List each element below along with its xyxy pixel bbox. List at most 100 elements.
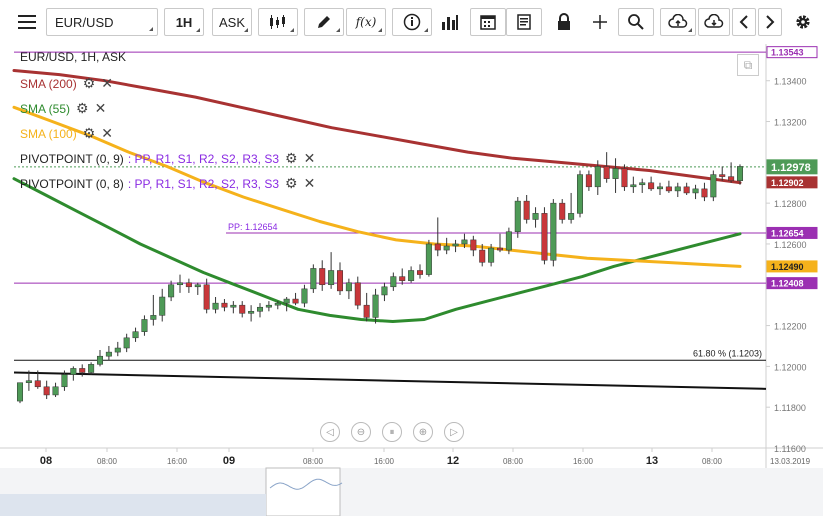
candle-body xyxy=(728,176,735,181)
chevron-right-icon xyxy=(766,15,775,29)
candle xyxy=(159,288,166,322)
nav-back-button[interactable]: ◁ xyxy=(320,422,340,442)
candle xyxy=(52,382,59,397)
pivot-old-price-tag: 1.12408 xyxy=(766,277,818,290)
chart-area[interactable]: 1.13400 1.13200 1.12800 1.12600 1.12200 1.120… xyxy=(0,44,823,517)
close-icon[interactable]: ✕ xyxy=(303,150,316,166)
indicators-button[interactable]: f(x) xyxy=(346,8,386,36)
lock-button[interactable] xyxy=(546,8,582,36)
caret-icon xyxy=(244,28,248,32)
bar-chart-icon xyxy=(442,15,458,30)
candle-body xyxy=(416,270,424,275)
candle-body xyxy=(248,311,255,314)
x-tick-label: 09 xyxy=(223,455,235,467)
candle-body xyxy=(159,296,166,316)
price-type-selector[interactable]: ASK xyxy=(212,8,252,36)
candle-body xyxy=(683,186,690,194)
close-icon[interactable]: ✕ xyxy=(303,175,316,191)
calendar-button[interactable] xyxy=(470,8,506,36)
chart-type-button[interactable] xyxy=(258,8,298,36)
function-icon: f(x) xyxy=(355,15,377,29)
candle-body xyxy=(265,304,272,308)
gear-icon[interactable]: ⚙ xyxy=(285,150,298,166)
zoom-button[interactable] xyxy=(618,8,654,36)
candle-body xyxy=(274,302,281,306)
candle-body xyxy=(123,337,130,349)
close-icon[interactable]: ✕ xyxy=(101,125,113,141)
candle xyxy=(354,276,361,310)
candle-body xyxy=(52,386,59,396)
reset-button[interactable]: ⏸ xyxy=(382,422,402,442)
candle xyxy=(665,180,672,193)
gear-icon[interactable]: ⚙ xyxy=(82,75,96,91)
zoom-in-button[interactable]: ⊕ xyxy=(413,422,433,442)
candle xyxy=(621,164,628,191)
close-icon[interactable]: ✕ xyxy=(101,75,113,91)
gear-icon[interactable]: ⚙ xyxy=(285,175,298,191)
candle-body xyxy=(212,302,219,310)
candle-body xyxy=(470,239,477,251)
info-button[interactable] xyxy=(392,8,432,36)
candle xyxy=(710,170,717,202)
candle xyxy=(16,382,24,404)
candle xyxy=(203,278,210,314)
candle-body xyxy=(363,304,370,318)
grid xyxy=(0,44,823,516)
timeframe-selector[interactable]: 1H xyxy=(164,8,204,36)
candle xyxy=(212,297,219,314)
legend-pivot-1-label: PIVOTPOINT (0, 9) xyxy=(20,151,124,166)
scroll-left-button[interactable] xyxy=(732,8,756,36)
candle-body xyxy=(345,282,352,292)
lock-icon xyxy=(558,13,570,30)
crosshair-button[interactable] xyxy=(584,8,616,36)
news-button[interactable] xyxy=(506,8,542,36)
navigator[interactable] xyxy=(0,467,823,517)
legend-sma100-label: SMA (100) xyxy=(20,126,77,141)
candle xyxy=(132,327,139,342)
scroll-right-button[interactable] xyxy=(758,8,782,36)
draw-tool-button[interactable] xyxy=(304,8,344,36)
expand-icon: ⧉ xyxy=(743,57,753,72)
candle-body xyxy=(141,319,148,332)
upload-button[interactable] xyxy=(660,8,696,36)
caret-icon xyxy=(196,28,200,32)
legend-sma55: SMA (55) ⚙ ✕ xyxy=(20,100,106,117)
candle-body xyxy=(256,306,264,312)
candle-body xyxy=(496,247,504,251)
triangle-right-icon: ▷ xyxy=(450,426,458,438)
candle xyxy=(425,239,432,277)
settings-button[interactable] xyxy=(790,8,816,36)
candle xyxy=(568,192,575,224)
close-icon[interactable]: ✕ xyxy=(94,100,107,116)
candle-body xyxy=(194,284,201,288)
caret-icon xyxy=(378,28,382,32)
price-labels: 1.13543 1.12978 1.12902 1.12654 1.12490 1.124… xyxy=(766,46,818,290)
candle xyxy=(328,252,335,289)
candle-body xyxy=(203,284,210,310)
candle xyxy=(168,280,175,302)
top-price-tag: 1.13543 xyxy=(766,46,818,59)
price-chart[interactable]: 1.13400 1.13200 1.12800 1.12600 1.12200 1.120… xyxy=(0,44,823,517)
gear-icon[interactable]: ⚙ xyxy=(82,125,96,141)
expand-button[interactable]: ⧉ xyxy=(737,54,759,76)
download-button[interactable] xyxy=(698,8,730,36)
volume-button[interactable] xyxy=(432,8,468,36)
zoom-out-button[interactable]: ⊖ xyxy=(351,422,371,442)
top-price-tag-bg xyxy=(766,46,818,59)
legend-pivot-1: PIVOTPOINT (0, 9) : PP, R1, S1, R2, S2, … xyxy=(20,150,315,167)
document-icon xyxy=(517,14,531,30)
candle xyxy=(541,207,548,265)
cloud-upload-icon xyxy=(668,14,688,28)
legend-pivot-2-label: PIVOTPOINT (0, 8) xyxy=(20,176,124,191)
candle xyxy=(639,178,646,193)
x-tick-label: 16:00 xyxy=(167,457,188,466)
gear-icon[interactable]: ⚙ xyxy=(76,100,89,116)
menu-button[interactable] xyxy=(12,8,42,36)
nav-forward-button[interactable]: ▷ xyxy=(444,422,464,442)
candle xyxy=(105,345,112,361)
pp-price-tag: 1.12654 xyxy=(766,226,818,239)
candle-body xyxy=(79,368,86,373)
candle xyxy=(248,305,255,322)
candle-body xyxy=(665,186,672,192)
symbol-selector[interactable]: EUR/USD xyxy=(46,8,158,36)
